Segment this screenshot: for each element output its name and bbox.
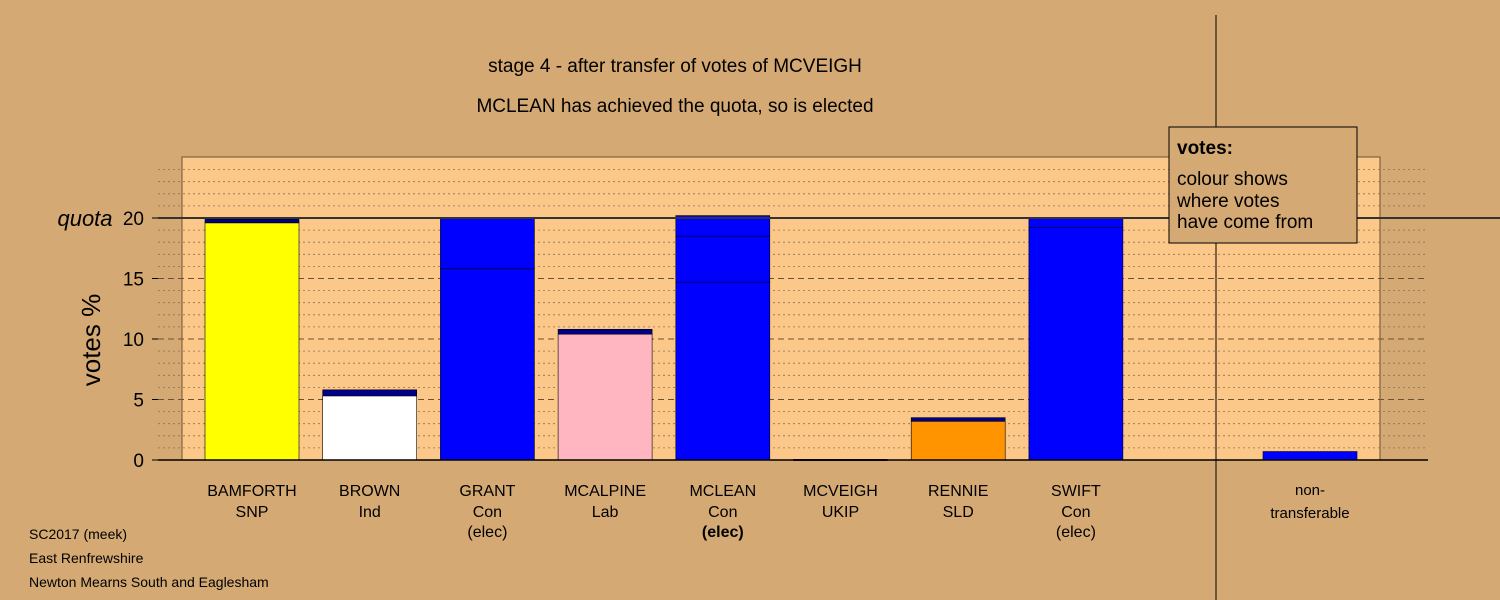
- legend: votes: colour shows where votes have com…: [1168, 126, 1358, 244]
- candidate-party: Ind: [359, 504, 381, 521]
- y-tick-label: 5: [133, 391, 144, 412]
- candidate-party: Con: [473, 504, 502, 521]
- y-tick-label: 20: [123, 209, 144, 230]
- candidate-party: Con: [708, 504, 737, 521]
- candidate-party: SNP: [236, 504, 269, 521]
- bar-segment: [675, 215, 771, 237]
- footer-line: Newton Mearns South and Eaglesham: [29, 574, 269, 590]
- footer-line: SC2017 (meek): [29, 526, 127, 542]
- candidate-name: BAMFORTH: [207, 483, 296, 500]
- legend-title: votes:: [1177, 138, 1233, 159]
- candidate-name: MCALPINE: [564, 483, 646, 500]
- legend-line: colour shows: [1177, 169, 1288, 190]
- chart-subtitle: MCLEAN has achieved the quota, so is ele…: [476, 96, 873, 117]
- bar-segment: [440, 217, 535, 270]
- candidate-status: (elec): [702, 524, 744, 541]
- bar-segment: [910, 417, 1006, 422]
- legend-box: [1168, 126, 1358, 244]
- bar-segment: [557, 329, 653, 335]
- bar-segment: [557, 333, 653, 461]
- bar-segment: [204, 222, 300, 461]
- legend-line: have come from: [1177, 212, 1313, 233]
- bar-segment: [675, 235, 771, 283]
- bar-segment: [322, 389, 418, 397]
- nontransferable-label: transferable: [1270, 505, 1349, 522]
- bar-segment: [1028, 217, 1124, 228]
- candidate-name: MCLEAN: [689, 483, 756, 500]
- candidate-status: (elec): [467, 524, 507, 541]
- nontransferable-label: non-: [1295, 482, 1325, 499]
- quota-label: quota: [57, 206, 112, 231]
- candidate-status: (elec): [1056, 524, 1096, 541]
- candidate-name: RENNIE: [928, 483, 988, 500]
- chart-title: stage 4 - after transfer of votes of MCV…: [488, 56, 862, 77]
- candidate-party: Lab: [592, 504, 619, 521]
- candidate-name: BROWN: [339, 483, 400, 500]
- footer-line: East Renfrewshire: [29, 550, 144, 566]
- candidate-name: GRANT: [459, 483, 515, 500]
- candidate-party: Con: [1061, 504, 1090, 521]
- candidate-party: SLD: [943, 504, 974, 521]
- candidate-party: UKIP: [822, 504, 859, 521]
- legend-line: where votes: [1176, 191, 1279, 212]
- y-tick-label: 15: [123, 270, 144, 291]
- bar-segment: [675, 281, 771, 461]
- bar-segment: [440, 268, 535, 461]
- bar-segment: [910, 420, 1006, 461]
- bar-segment: [1028, 227, 1124, 461]
- bar-segment: [322, 395, 418, 461]
- bar-segment: [204, 218, 300, 224]
- y-tick-label: 10: [123, 330, 144, 351]
- candidate-name: MCVEIGH: [803, 483, 878, 500]
- candidate-name: SWIFT: [1051, 483, 1101, 500]
- y-axis-label: votes %: [76, 294, 106, 387]
- bar-nontransferable: [1262, 451, 1358, 461]
- y-tick-label: 0: [133, 451, 144, 472]
